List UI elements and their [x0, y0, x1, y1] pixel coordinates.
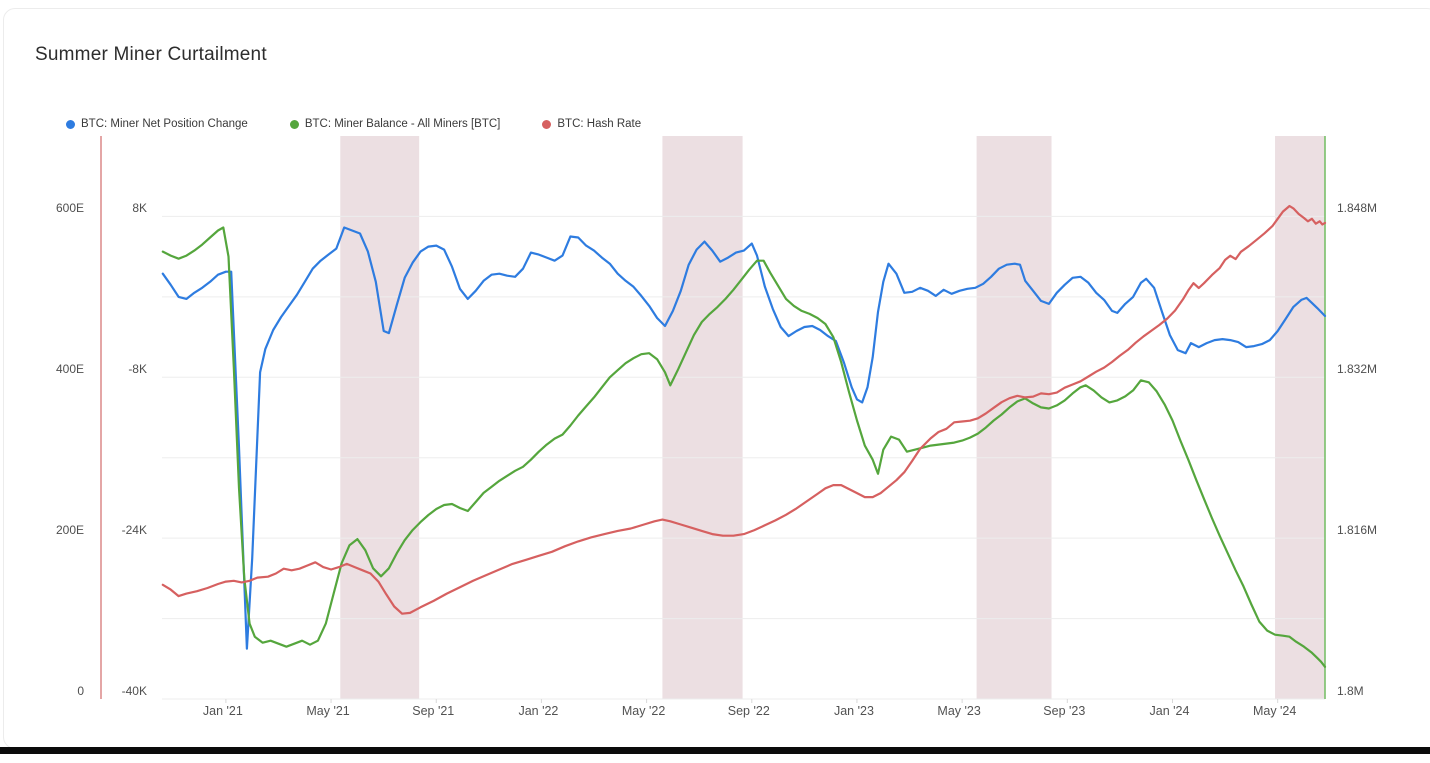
- x-axis-label: Jan '23: [833, 704, 874, 718]
- y-axis-label-hash-rate: 0: [77, 684, 84, 698]
- summer-curtailment-band: [340, 136, 420, 699]
- series-line-hash_rate: [161, 204, 1327, 615]
- y-axis-label-net-position: -40K: [121, 684, 147, 698]
- legend-label: BTC: Miner Net Position Change: [81, 118, 248, 130]
- legend-item-net-position-change[interactable]: BTC: Miner Net Position Change: [66, 118, 248, 130]
- x-axis-label: May '23: [937, 704, 981, 718]
- chart-card: Summer Miner Curtailment BTC: Miner Net …: [3, 8, 1430, 749]
- legend-marker-net-position-icon: [66, 119, 75, 129]
- legend-item-hash-rate[interactable]: BTC: Hash Rate: [542, 118, 641, 130]
- y-axis-label-hash-rate: 200E: [55, 523, 84, 538]
- legend-marker-hash-rate-icon: [542, 119, 552, 129]
- legend-label: BTC: Hash Rate: [557, 118, 642, 130]
- x-axis-label: Sep '21: [412, 704, 455, 718]
- legend-label: BTC: Miner Balance - All Miners [BTC]: [304, 118, 501, 130]
- y-axis-label-net-position: -8K: [128, 362, 147, 377]
- x-axis-label: Sep '23: [1043, 704, 1086, 718]
- series-line-net_position_change: [161, 226, 1327, 650]
- x-axis-label: May '24: [1252, 704, 1297, 718]
- summer-curtailment-band: [976, 136, 1052, 699]
- x-axis-label: May '21: [306, 704, 350, 718]
- summer-curtailment-band: [1275, 136, 1325, 699]
- y-axis-label-balance: 1.816M: [1337, 523, 1378, 538]
- y-axis-label-net-position: 8K: [132, 201, 147, 216]
- x-axis-label: May '22: [621, 704, 666, 718]
- legend-item-miner-balance[interactable]: BTC: Miner Balance - All Miners [BTC]: [289, 118, 501, 130]
- chart-legend: BTC: Miner Net Position Change BTC: Mine…: [66, 118, 641, 130]
- page-title: Summer Miner Curtailment: [35, 44, 267, 65]
- y-axis-label-hash-rate: 600E: [55, 201, 84, 216]
- y-axis-label-hash-rate: 400E: [55, 362, 84, 377]
- x-axis-label: Jan '22: [518, 704, 559, 718]
- x-axis-label: Jan '21: [202, 704, 243, 718]
- bottom-bar: [0, 747, 1430, 754]
- y-axis-label-balance: 1.832M: [1337, 362, 1378, 377]
- summer-curtailment-band: [662, 136, 743, 699]
- y-axis-label-balance: 1.8M: [1337, 684, 1364, 698]
- y-axis-label-net-position: -24K: [121, 523, 147, 538]
- x-axis-label: Jan '24: [1149, 704, 1190, 718]
- series-line-miner_balance: [161, 226, 1327, 668]
- legend-marker-miner-balance-icon: [289, 119, 299, 129]
- y-axis-label-balance: 1.848M: [1337, 201, 1378, 216]
- chart-canvas: [100, 136, 1327, 703]
- x-axis-label: Sep '22: [727, 704, 770, 718]
